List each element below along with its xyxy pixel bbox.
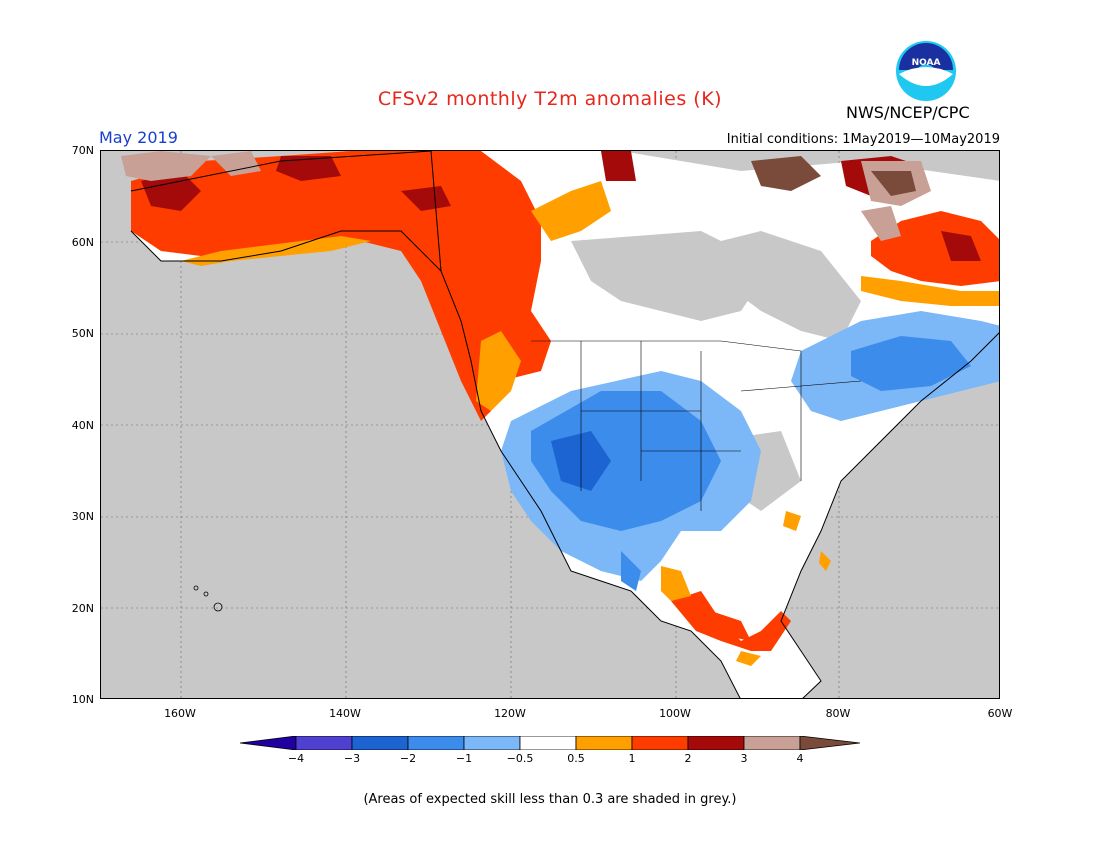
skill-footnote: (Areas of expected skill less than 0.3 a…: [363, 792, 737, 807]
colorbar-segment: [463, 735, 521, 751]
chart-title: CFSv2 monthly T2m anomalies (K): [377, 88, 723, 110]
lon-label-160w: 160W: [164, 707, 196, 720]
colorbar-segment: [575, 735, 633, 751]
lat-label-40n: 40N: [71, 419, 94, 432]
colorbar-segment: [743, 735, 801, 751]
colorbar-label: −2: [399, 752, 417, 765]
lat-label-60n: 60N: [71, 236, 94, 249]
colorbar-segment: [295, 735, 353, 751]
colorbar-label: 2: [684, 752, 692, 765]
coastline: [130, 151, 999, 698]
agency-label: NWS/NCEP/CPC: [846, 103, 970, 122]
colorbar-label: 4: [796, 752, 804, 765]
colorbar-label: 0.5: [567, 752, 585, 765]
colorbar-segment: [519, 735, 577, 751]
logo-text: NOAA: [912, 58, 941, 68]
colorbar-label: −3: [343, 752, 361, 765]
colorbar-label: −1: [455, 752, 473, 765]
lon-label-100w: 100W: [659, 707, 691, 720]
lat-label-20n: 20N: [71, 602, 94, 615]
colorbar-label: 3: [740, 752, 748, 765]
colorbar-segment: [351, 735, 409, 751]
lat-label-30n: 30N: [71, 510, 94, 523]
state-borders: [531, 340, 862, 511]
colorbar-right-arrow: [799, 735, 861, 751]
warm-anomalies: [121, 151, 999, 666]
colorbar-label: −0.5: [506, 752, 534, 765]
noaa-logo-icon: NOAA: [895, 40, 957, 102]
colorbar-segment: [631, 735, 689, 751]
colorbar-label: 1: [628, 752, 636, 765]
lon-label-60w: 60W: [987, 707, 1013, 720]
forecast-period: May 2019: [99, 128, 178, 147]
lat-label-10n: 10N: [71, 693, 94, 706]
lat-label-70n: 70N: [71, 144, 94, 157]
colorbar-label: −4: [287, 752, 305, 765]
colorbar-segment: [407, 735, 465, 751]
lon-label-120w: 120W: [494, 707, 526, 720]
lon-label-80w: 80W: [825, 707, 851, 720]
lon-label-140w: 140W: [329, 707, 361, 720]
anomaly-map: [100, 150, 1000, 699]
hawaii-islands: [193, 585, 223, 612]
initial-conditions: Initial conditions: 1May2019—10May2019: [726, 132, 1000, 147]
colorbar-left-arrow: [239, 735, 297, 751]
lat-label-50n: 50N: [71, 327, 94, 340]
colorbar-segment: [687, 735, 745, 751]
colorbar: [239, 735, 861, 751]
